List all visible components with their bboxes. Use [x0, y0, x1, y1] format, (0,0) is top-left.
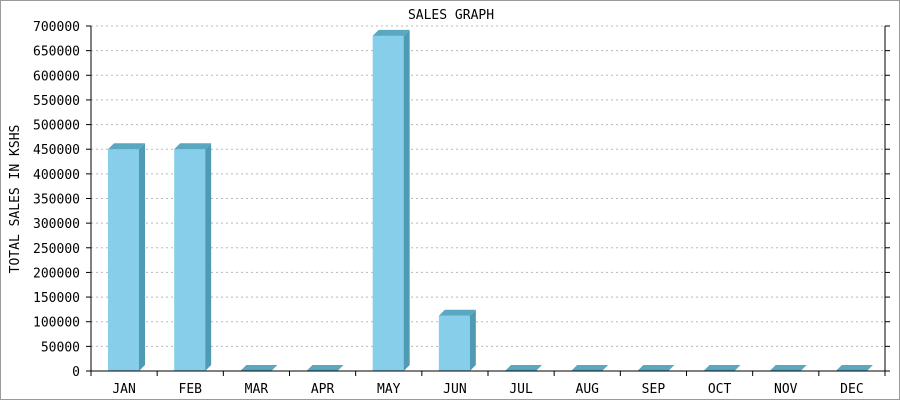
x-tick-label: AUG: [576, 382, 600, 397]
y-tick-label: 200000: [33, 266, 80, 281]
bar-side: [469, 309, 476, 371]
x-tick-label: SEP: [642, 382, 666, 397]
bar-top: [637, 365, 675, 371]
y-tick-label: 500000: [33, 119, 80, 134]
y-tick-label: 700000: [33, 20, 80, 35]
x-tick-label: NOV: [774, 382, 798, 397]
y-tick-label: 600000: [33, 69, 80, 84]
bar-sep: [637, 365, 675, 371]
x-tick-label: FEB: [179, 382, 203, 397]
bar-jan: [108, 143, 145, 371]
bar-side: [205, 143, 212, 371]
x-tick-label: DEC: [840, 382, 863, 397]
bar-nov: [769, 365, 807, 371]
y-tick-label: 50000: [41, 340, 80, 355]
bar-front: [174, 149, 206, 371]
bar-top: [505, 365, 542, 371]
categories-layer: JAN FEB MAR APR MAY JUN JUL AUG SEP OCT NOV DEC: [90, 371, 886, 397]
bar-side: [403, 29, 410, 371]
x-tick-label: JUL: [509, 382, 533, 397]
y-tick-label: 300000: [33, 217, 80, 232]
y-tick-label: 650000: [33, 45, 80, 60]
bar-top: [372, 29, 410, 36]
y-tick-label: 550000: [33, 94, 80, 109]
bar-oct: [703, 365, 741, 371]
y-tick-label: 350000: [33, 193, 80, 208]
bar-top: [240, 365, 278, 371]
bar-aug: [571, 365, 609, 371]
bar-top: [174, 143, 212, 150]
bar-top: [306, 365, 344, 371]
bar-top: [835, 365, 873, 371]
bar-jun: [438, 309, 476, 371]
y-tick-label: 150000: [33, 291, 80, 306]
bar-top: [108, 143, 145, 150]
x-tick-label: JAN: [112, 382, 135, 397]
chart-title: SALES GRAPH: [408, 8, 494, 23]
y-tick-label: 400000: [33, 168, 80, 183]
bar-feb: [174, 143, 212, 371]
bar-front: [372, 35, 404, 371]
bar-top: [438, 309, 476, 316]
x-tick-label: APR: [311, 382, 335, 397]
bar-dec: [835, 365, 873, 371]
x-tick-label: OCT: [708, 382, 732, 397]
bar-front: [438, 315, 470, 371]
bar-side: [139, 143, 145, 371]
bar-top: [571, 365, 609, 371]
bar-top: [703, 365, 741, 371]
x-tick-label: MAY: [377, 382, 401, 397]
bar-apr: [306, 365, 344, 371]
bars-layer: [108, 29, 873, 371]
ticks-layer: 0 50000 100000 150000 200000 250000 300000 3500…: [33, 20, 890, 380]
y-tick-label: 250000: [33, 242, 80, 257]
x-tick-label: MAR: [245, 382, 269, 397]
bar-jul: [505, 365, 542, 371]
grid-layer: [91, 25, 885, 347]
y-tick-label: 100000: [33, 316, 80, 331]
y-tick-label: 450000: [33, 143, 80, 158]
y-axis-label: TOTAL SALES IN KSHS: [8, 125, 23, 274]
bar-top: [769, 365, 807, 371]
bar-may: [372, 29, 410, 371]
bar-front: [108, 149, 139, 371]
bar-mar: [240, 365, 278, 371]
x-tick-label: JUN: [443, 382, 466, 397]
y-tick-label: 0: [72, 365, 80, 380]
